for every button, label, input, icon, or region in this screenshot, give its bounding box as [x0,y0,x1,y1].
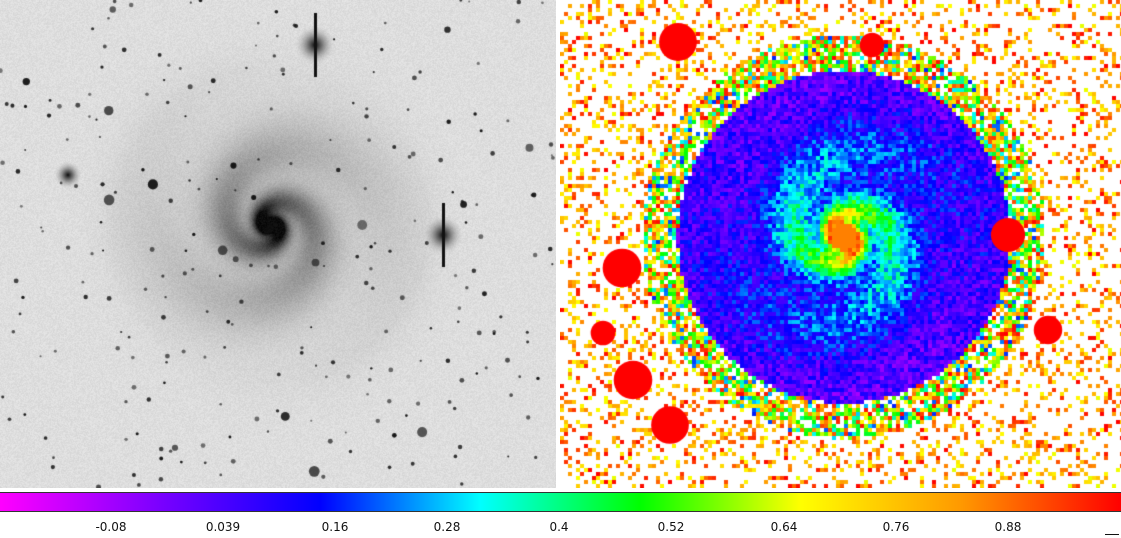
colorbar-tick-label: -0.08 [95,520,127,534]
colorbar-tick-label: 0.88 [994,520,1022,534]
colorbar-tick-label: 0.76 [882,520,910,534]
colorbar-tick-label: 0.64 [770,520,798,534]
corner-mark [1105,534,1119,535]
colorbar-tick-label: 0.16 [321,520,349,534]
colorbar-tick-label: 0.52 [657,520,685,534]
colorbar-tick-label: 0.28 [433,520,461,534]
grayscale-galaxy-canvas [0,0,556,488]
colorbar [0,492,1121,512]
colorbar-tick-label: 0.039 [205,520,241,534]
grayscale-galaxy-image [0,0,556,488]
false-color-galaxy-canvas [560,0,1121,488]
false-color-galaxy-image [560,0,1121,488]
colorbar-tick-label: 0.4 [549,520,569,534]
